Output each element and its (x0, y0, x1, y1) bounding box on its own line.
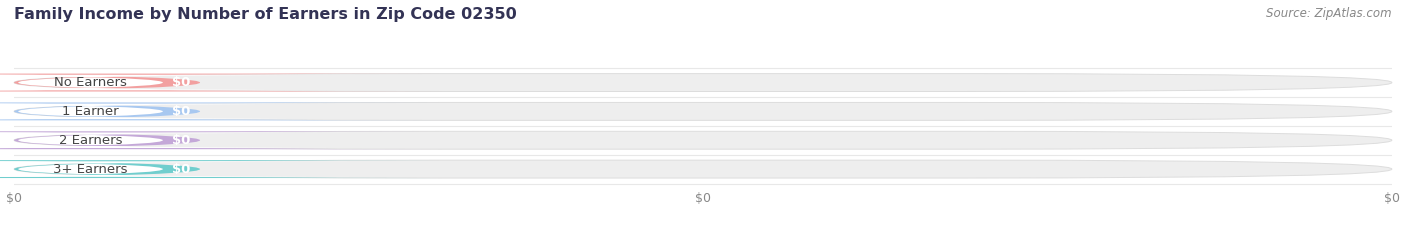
Text: $0: $0 (173, 105, 191, 118)
Text: 2 Earners: 2 Earners (59, 134, 122, 147)
FancyBboxPatch shape (0, 161, 391, 177)
Text: 3+ Earners: 3+ Earners (53, 163, 128, 176)
FancyBboxPatch shape (14, 131, 1392, 149)
FancyBboxPatch shape (14, 74, 1392, 92)
Text: Source: ZipAtlas.com: Source: ZipAtlas.com (1267, 7, 1392, 20)
Text: $0: $0 (173, 163, 191, 176)
FancyBboxPatch shape (14, 160, 1392, 178)
Text: $0: $0 (173, 134, 191, 147)
Text: $0: $0 (173, 76, 191, 89)
FancyBboxPatch shape (14, 103, 1392, 120)
FancyBboxPatch shape (0, 132, 391, 148)
Text: Family Income by Number of Earners in Zip Code 02350: Family Income by Number of Earners in Zi… (14, 7, 517, 22)
FancyBboxPatch shape (0, 131, 441, 149)
FancyBboxPatch shape (0, 104, 391, 119)
FancyBboxPatch shape (0, 75, 391, 90)
Text: 1 Earner: 1 Earner (62, 105, 120, 118)
FancyBboxPatch shape (0, 103, 441, 120)
Text: No Earners: No Earners (53, 76, 127, 89)
FancyBboxPatch shape (0, 74, 441, 92)
FancyBboxPatch shape (0, 160, 441, 178)
